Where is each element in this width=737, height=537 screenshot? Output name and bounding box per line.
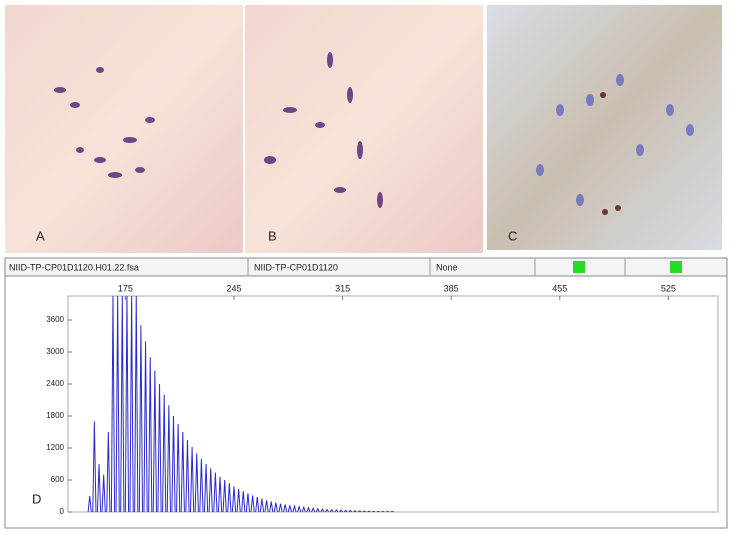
status-indicator [573, 261, 585, 273]
y-tick-label: 3600 [46, 315, 64, 324]
x-tick-label: 315 [335, 283, 350, 293]
panel-label: D [32, 491, 41, 506]
x-tick-label: 245 [226, 283, 241, 293]
x-tick-label: 175 [118, 283, 133, 293]
panel-label: A [36, 228, 45, 243]
file-name: NIID-TP-CP01D1120.H01.22.fsa [9, 262, 139, 272]
photo-b [245, 5, 483, 253]
photo-a [5, 5, 243, 253]
peak [381, 511, 384, 512]
sample-name: NIID-TP-CP01D1120 [254, 262, 338, 272]
y-tick-label: 0 [60, 507, 65, 516]
y-tick-label: 600 [51, 475, 65, 484]
status-indicator [670, 261, 682, 273]
panel-name: None [436, 262, 458, 272]
y-tick-label: 1200 [46, 443, 64, 452]
x-tick-label: 525 [661, 283, 676, 293]
y-tick-label: 3000 [46, 347, 64, 356]
x-tick-label: 385 [444, 283, 459, 293]
y-tick-label: 1800 [46, 411, 64, 420]
x-tick-label: 455 [552, 283, 567, 293]
panel-label: C [508, 228, 517, 243]
y-tick-label: 2400 [46, 379, 64, 388]
panel-label: B [268, 228, 277, 243]
